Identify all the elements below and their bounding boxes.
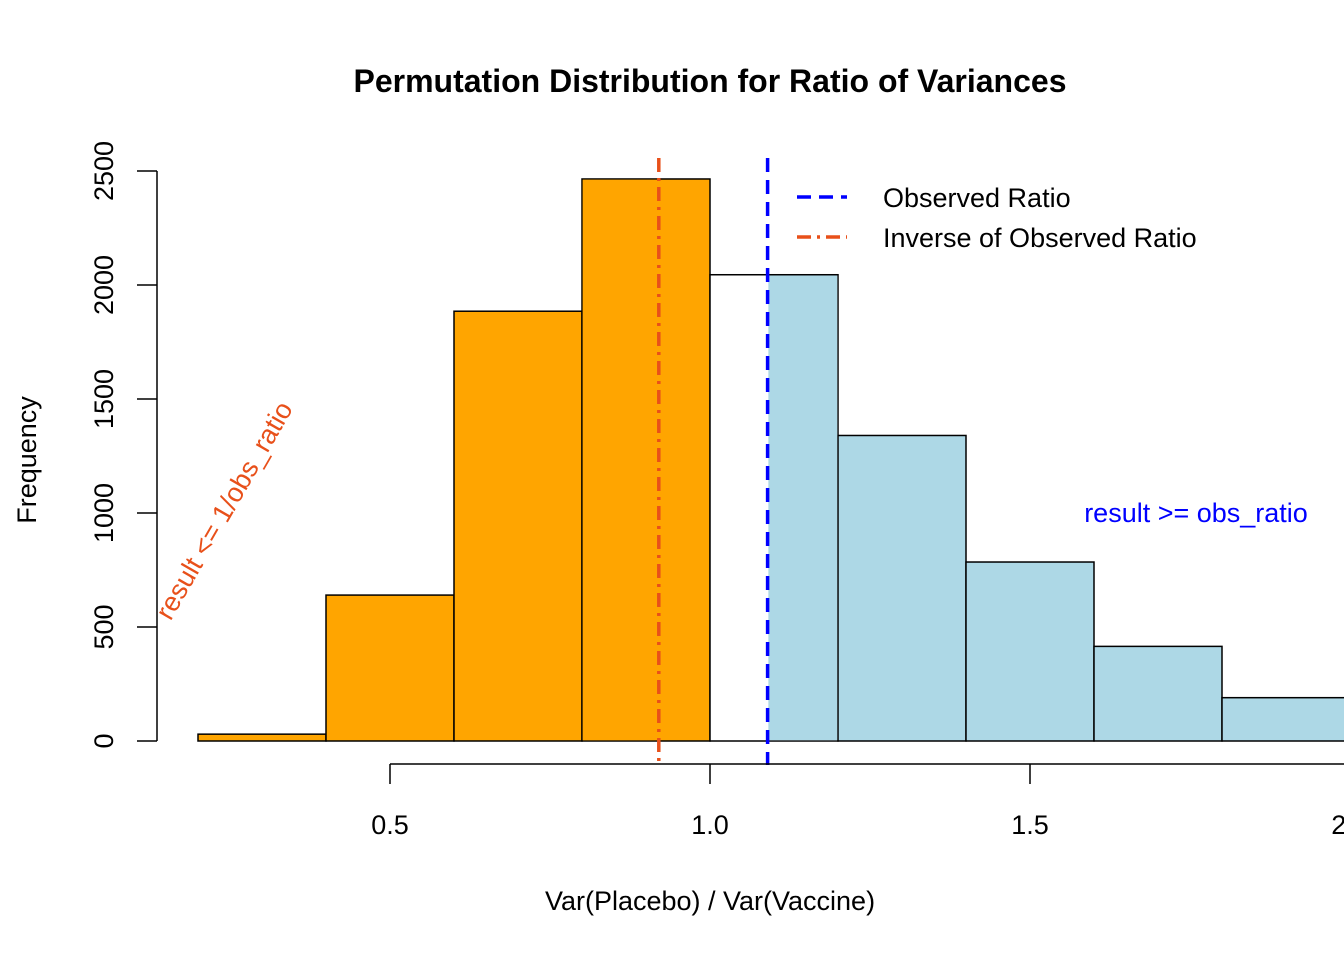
y-tick-label: 0 bbox=[89, 733, 119, 748]
histogram-bar bbox=[453, 310, 583, 742]
highlight-fills bbox=[582, 179, 838, 741]
annotation-label: result <= 1/obs_ratio bbox=[150, 396, 299, 624]
legend: Observed Ratio Inverse of Observed Ratio bbox=[797, 183, 1197, 253]
y-tick-label: 500 bbox=[89, 604, 119, 649]
x-tick-label: 0.5 bbox=[371, 810, 409, 840]
histogram-bar bbox=[965, 561, 1095, 742]
legend-entry: Observed Ratio bbox=[883, 183, 1071, 213]
legend-entry: Inverse of Observed Ratio bbox=[883, 223, 1197, 253]
y-tick-label: 1000 bbox=[89, 483, 119, 543]
partial-fill bbox=[768, 275, 838, 741]
histogram-bar bbox=[325, 594, 455, 742]
chart-title: Permutation Distribution for Ratio of Va… bbox=[354, 63, 1067, 99]
y-tick-label: 1500 bbox=[89, 369, 119, 429]
annotation-label: result >= obs_ratio bbox=[1084, 498, 1308, 528]
y-tick-label: 2000 bbox=[89, 255, 119, 315]
x-tick-label: 1.0 bbox=[691, 810, 729, 840]
y-axis-label: Frequency bbox=[12, 396, 42, 524]
histogram-bar bbox=[837, 434, 967, 742]
partial-fill bbox=[582, 179, 659, 741]
histogram-bar bbox=[1221, 696, 1344, 742]
histogram-bar bbox=[1093, 645, 1223, 742]
reference-lines bbox=[657, 158, 770, 765]
y-tick-label: 2500 bbox=[89, 141, 119, 201]
x-axis-label: Var(Placebo) / Var(Vaccine) bbox=[545, 886, 875, 916]
x-tick-label: 2.0 bbox=[1331, 810, 1344, 840]
x-axis: 0.51.01.52.02.53.03.5 bbox=[371, 763, 1344, 840]
histogram-bar bbox=[197, 733, 327, 742]
x-tick-label: 1.5 bbox=[1011, 810, 1049, 840]
y-axis: 0 500 1000 1500 2000 2500 bbox=[89, 141, 158, 749]
